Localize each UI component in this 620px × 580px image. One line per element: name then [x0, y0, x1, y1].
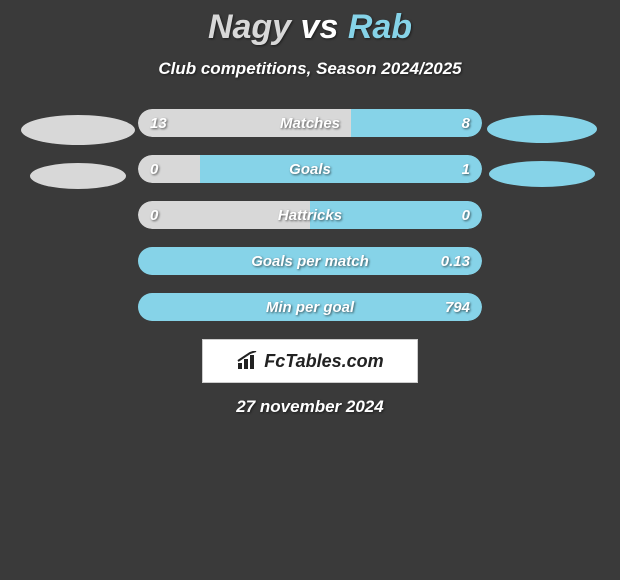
- stat-right-value: 1: [462, 155, 470, 183]
- stat-label: Matches: [138, 109, 482, 137]
- stat-bar: Min per goal794: [138, 293, 482, 321]
- stat-bar: 13Matches8: [138, 109, 482, 137]
- player2-avatar-placeholder: [487, 115, 597, 143]
- player2-avatar-column: [482, 109, 602, 321]
- source-logo: FcTables.com: [202, 339, 418, 383]
- stat-bars: 13Matches80Goals10Hattricks0Goals per ma…: [138, 109, 482, 321]
- stat-label: Min per goal: [138, 293, 482, 321]
- stat-bar: 0Goals1: [138, 155, 482, 183]
- stat-right-value: 0: [462, 201, 470, 229]
- stat-label: Goals per match: [138, 247, 482, 275]
- player2-club-placeholder: [489, 161, 595, 187]
- vs-separator: vs: [301, 8, 339, 46]
- logo-text: FcTables.com: [264, 351, 383, 372]
- snapshot-date: 27 november 2024: [236, 397, 383, 417]
- chart-icon: [236, 351, 260, 371]
- comparison-card: Nagy vs Rab Club competitions, Season 20…: [0, 0, 620, 417]
- stat-right-value: 794: [445, 293, 470, 321]
- stat-label: Hattricks: [138, 201, 482, 229]
- player1-club-placeholder: [30, 163, 126, 189]
- player1-name: Nagy: [208, 8, 291, 46]
- subtitle: Club competitions, Season 2024/2025: [158, 59, 461, 79]
- page-title: Nagy vs Rab: [208, 8, 412, 47]
- stat-right-value: 0.13: [441, 247, 470, 275]
- stat-label: Goals: [138, 155, 482, 183]
- player1-avatar-placeholder: [21, 115, 135, 145]
- stat-right-value: 8: [462, 109, 470, 137]
- player2-name: Rab: [348, 8, 412, 46]
- stat-bar: Goals per match0.13: [138, 247, 482, 275]
- player1-avatar-column: [18, 109, 138, 321]
- stat-bar: 0Hattricks0: [138, 201, 482, 229]
- stats-area: 13Matches80Goals10Hattricks0Goals per ma…: [0, 109, 620, 321]
